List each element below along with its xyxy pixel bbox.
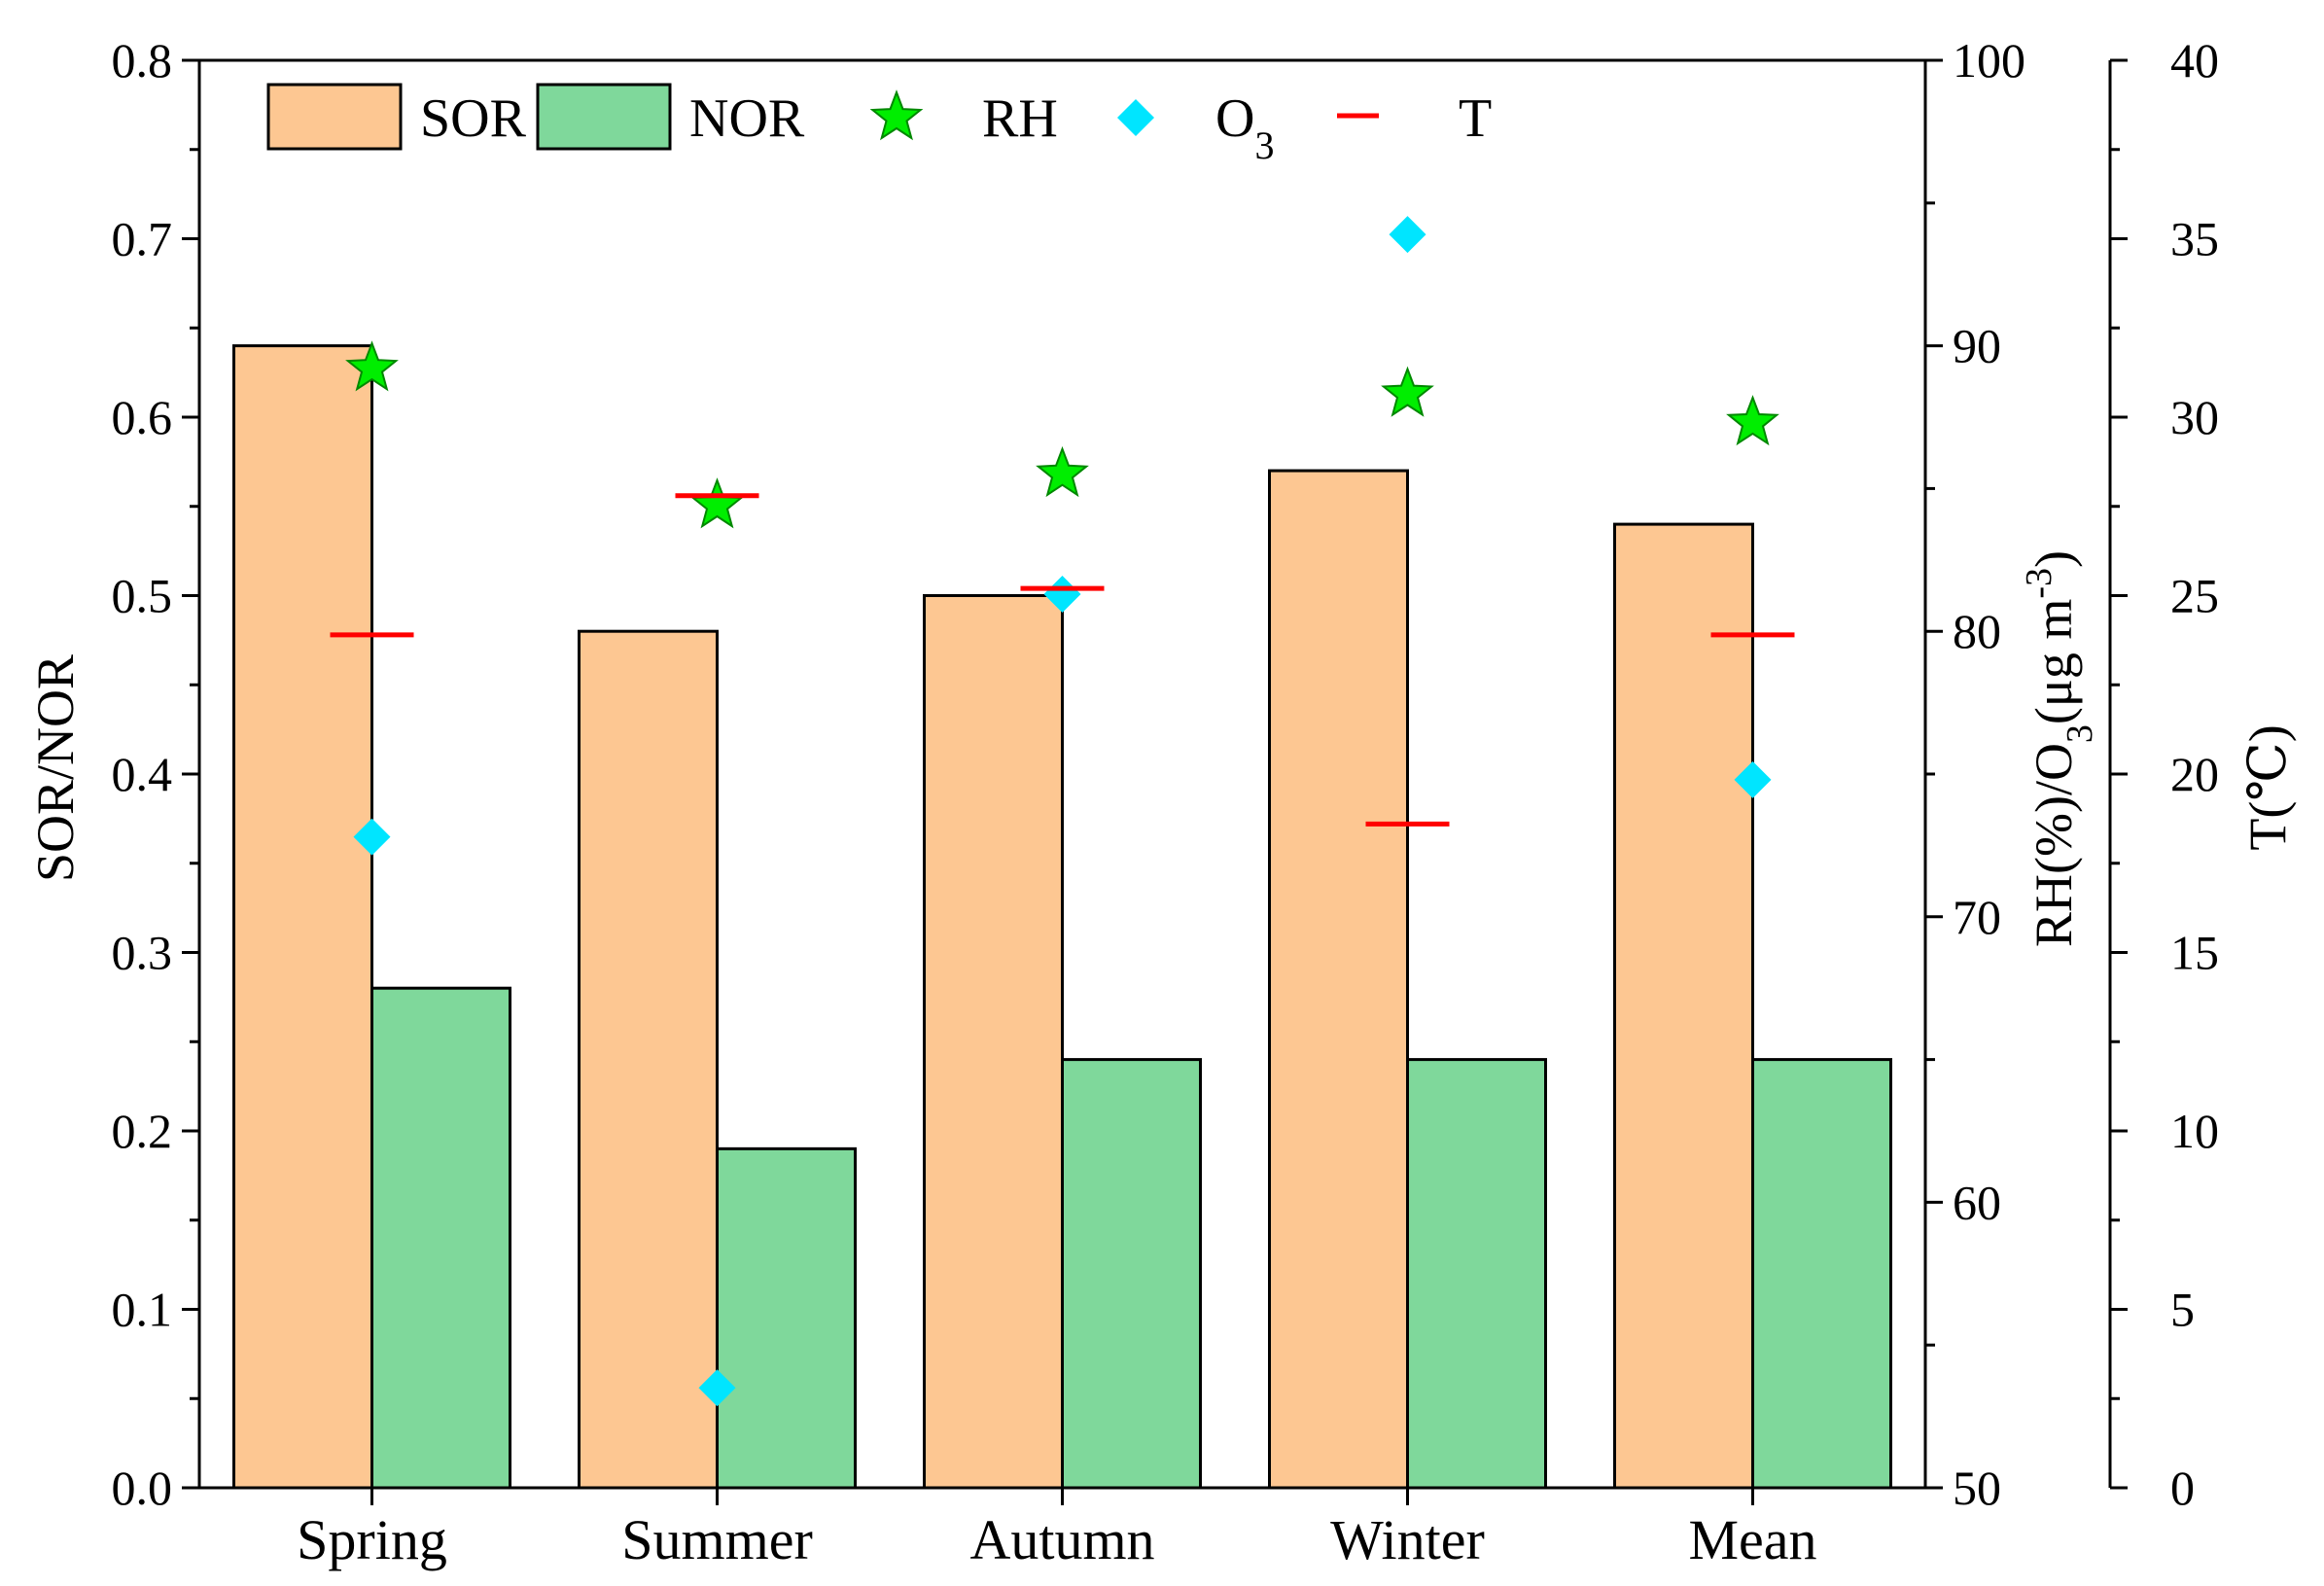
y-right2-tick-label-2: 10 xyxy=(2170,1104,2219,1158)
bar-sor-autumn xyxy=(923,594,1064,1490)
o3-marker-mean xyxy=(1734,760,1772,798)
rh-marker-winter xyxy=(1381,366,1434,417)
o3-marker-summer xyxy=(698,1369,736,1407)
rh-marker-spring xyxy=(345,340,399,392)
y-right2-tick-label-7: 35 xyxy=(2170,212,2219,266)
y-right1-axis-title: RH(%)/O3(μg m-3) xyxy=(2019,550,2100,947)
axes-layer: Spring Summer Autumn Winter Mean 0.0 0.1 0.2 0.3… xyxy=(112,33,2220,1571)
y-right1-tick-label-1: 60 xyxy=(1953,1175,2001,1229)
y-right2-tick-label-3: 15 xyxy=(2170,926,2219,980)
rh-marker-autumn xyxy=(1036,445,1089,498)
y-right2-tick-label-4: 20 xyxy=(2170,747,2219,801)
rh-axis-title-close: ) xyxy=(2025,550,2083,568)
x-tick-label-mean: Mean xyxy=(1688,1508,1816,1571)
bar-sor-spring xyxy=(232,344,373,1490)
x-tick-label-autumn: Autumn xyxy=(969,1508,1154,1571)
bar-nor-mean xyxy=(1751,1058,1892,1490)
legend-star-rh xyxy=(869,89,924,141)
legend-label-o3-main: O xyxy=(1215,88,1254,149)
o3-marker-autumn xyxy=(1043,576,1081,614)
bar-nor-autumn xyxy=(1061,1058,1202,1490)
bars-layer xyxy=(232,344,1892,1490)
y-left-tick-label-7: 0.7 xyxy=(112,212,173,266)
y-left-tick-label-3: 0.3 xyxy=(112,926,173,980)
bar-nor-summer xyxy=(716,1146,857,1490)
legend-label-o3: O3 xyxy=(1215,88,1274,167)
y-right1-tick-label-5: 100 xyxy=(1953,33,2025,88)
y-right2-tick-label-5: 25 xyxy=(2170,569,2219,623)
rh-axis-title-sup: -3 xyxy=(2019,568,2060,599)
y-left-tick-label-4: 0.4 xyxy=(112,747,173,801)
y-left-tick-label-0: 0.0 xyxy=(112,1461,173,1515)
legend-label-o3-sub: 3 xyxy=(1254,123,1274,167)
y-left-tick-label-5: 0.5 xyxy=(112,569,173,623)
legend-swatch-nor xyxy=(536,83,672,151)
legend-label-nor: NOR xyxy=(689,88,805,149)
rh-axis-title-sub: 3 xyxy=(2060,724,2100,743)
y-left-tick-label-6: 0.6 xyxy=(112,390,173,444)
y-left-axis-title: SOR/NOR xyxy=(26,654,85,882)
x-tick-label-winter: Winter xyxy=(1330,1508,1485,1571)
bar-nor-spring xyxy=(370,986,511,1490)
y-right2-axis-title: T(℃) xyxy=(2238,724,2297,850)
legend-label-rh: RH xyxy=(982,88,1058,149)
markers-layer xyxy=(330,216,1795,1407)
legend: SOR NOR RH O3 T xyxy=(266,83,1492,167)
bar-sor-mean xyxy=(1613,522,1754,1490)
y-left-tick-label-2: 0.2 xyxy=(112,1104,173,1158)
o3-marker-spring xyxy=(353,818,391,856)
rh-axis-title-main: RH(%)/O xyxy=(2025,743,2083,947)
legend-label-t: T xyxy=(1459,88,1492,149)
y-right2-tick-label-1: 5 xyxy=(2170,1283,2195,1337)
y-right2-tick-label-0: 0 xyxy=(2170,1461,2195,1515)
y-left-tick-label-8: 0.8 xyxy=(112,33,173,88)
bar-sor-winter xyxy=(1268,469,1409,1490)
y-right1-tick-label-2: 70 xyxy=(1953,890,2001,944)
y-right1-tick-label-0: 50 xyxy=(1953,1461,2001,1515)
rh-axis-title-unit: (μg m xyxy=(2025,599,2083,724)
x-tick-label-summer: Summer xyxy=(621,1508,813,1571)
y-right1-tick-label-3: 80 xyxy=(1953,604,2001,658)
y-right2-tick-label-8: 40 xyxy=(2170,33,2219,88)
rh-marker-mean xyxy=(1726,395,1779,446)
legend-label-sor: SOR xyxy=(420,88,527,149)
legend-swatch-sor xyxy=(266,83,403,151)
bar-nor-winter xyxy=(1406,1058,1547,1490)
bar-sor-summer xyxy=(578,629,719,1490)
rh-marker-summer xyxy=(690,477,744,529)
y-right1-tick-label-4: 90 xyxy=(1953,319,2001,373)
o3-marker-winter xyxy=(1389,216,1426,254)
legend-diamond-o3 xyxy=(1117,99,1154,136)
y-left-tick-label-1: 0.1 xyxy=(112,1283,173,1337)
x-tick-label-spring: Spring xyxy=(297,1508,447,1571)
y-right2-tick-label-6: 30 xyxy=(2170,390,2219,444)
